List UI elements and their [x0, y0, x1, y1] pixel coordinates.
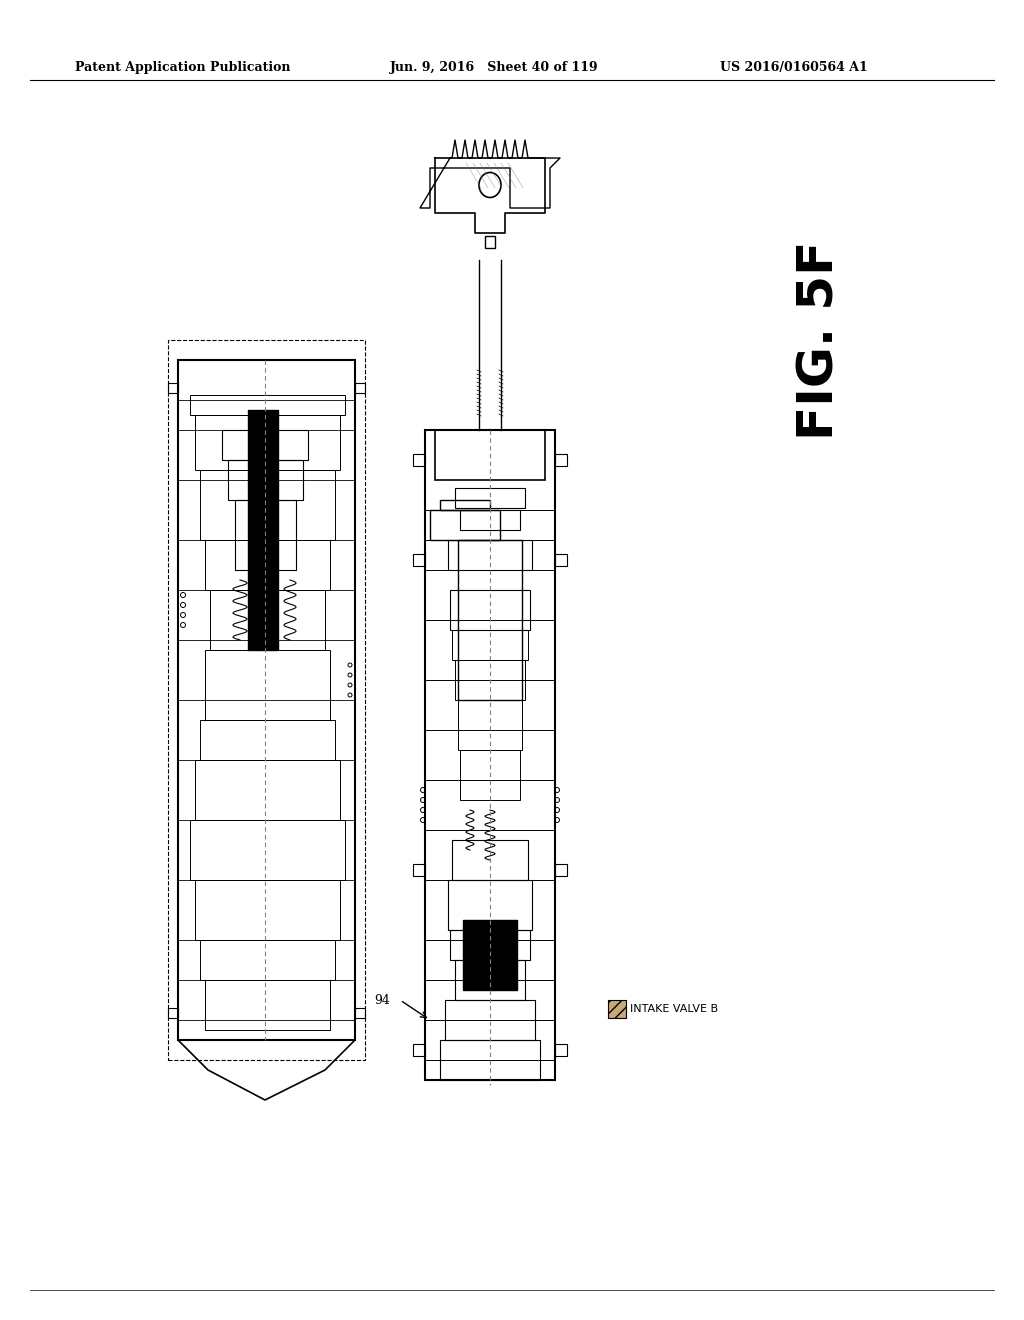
Bar — [190, 820, 345, 880]
Text: INTAKE VALVE B: INTAKE VALVE B — [630, 1005, 718, 1014]
Bar — [205, 649, 330, 719]
Bar — [248, 411, 278, 649]
Text: 94: 94 — [374, 994, 390, 1006]
Bar — [450, 590, 530, 630]
Bar — [608, 1001, 626, 1018]
Bar — [452, 630, 528, 660]
Bar — [413, 1044, 425, 1056]
Bar — [458, 540, 522, 700]
Bar — [485, 236, 495, 248]
Bar — [210, 590, 325, 649]
Bar — [413, 865, 425, 876]
Bar — [234, 500, 296, 570]
Bar — [168, 1008, 178, 1018]
Bar — [222, 430, 308, 459]
Bar — [205, 540, 330, 590]
Bar — [455, 488, 525, 508]
Bar — [195, 880, 340, 940]
Bar — [555, 865, 567, 876]
Bar — [413, 454, 425, 466]
Bar — [430, 510, 500, 540]
Bar — [195, 414, 340, 470]
Bar — [168, 383, 178, 393]
Text: Patent Application Publication: Patent Application Publication — [75, 62, 291, 74]
Bar — [458, 700, 522, 750]
Bar — [555, 1044, 567, 1056]
Bar — [455, 660, 525, 700]
Bar — [355, 1008, 365, 1018]
Bar — [445, 1001, 535, 1040]
Bar — [452, 840, 528, 880]
Bar — [200, 940, 335, 979]
Bar — [449, 540, 532, 570]
Bar — [455, 960, 525, 1001]
Bar — [228, 459, 303, 500]
Bar — [555, 554, 567, 566]
Bar — [440, 500, 490, 510]
Bar — [200, 719, 335, 760]
Bar — [463, 920, 517, 990]
Bar — [450, 931, 530, 960]
Bar — [413, 554, 425, 566]
Bar — [178, 360, 355, 1040]
Bar — [449, 880, 532, 931]
Bar — [168, 341, 365, 1060]
Bar — [460, 750, 520, 800]
Bar — [190, 395, 345, 414]
Bar — [555, 454, 567, 466]
Text: FIG. 5F: FIG. 5F — [796, 240, 844, 440]
Bar — [195, 760, 340, 820]
Bar — [205, 979, 330, 1030]
Bar — [200, 470, 335, 540]
Text: Jun. 9, 2016   Sheet 40 of 119: Jun. 9, 2016 Sheet 40 of 119 — [390, 62, 599, 74]
Bar — [435, 430, 545, 480]
Bar — [440, 1040, 540, 1080]
Text: US 2016/0160564 A1: US 2016/0160564 A1 — [720, 62, 867, 74]
Bar — [355, 383, 365, 393]
Bar — [425, 430, 555, 1080]
Bar — [460, 510, 520, 531]
